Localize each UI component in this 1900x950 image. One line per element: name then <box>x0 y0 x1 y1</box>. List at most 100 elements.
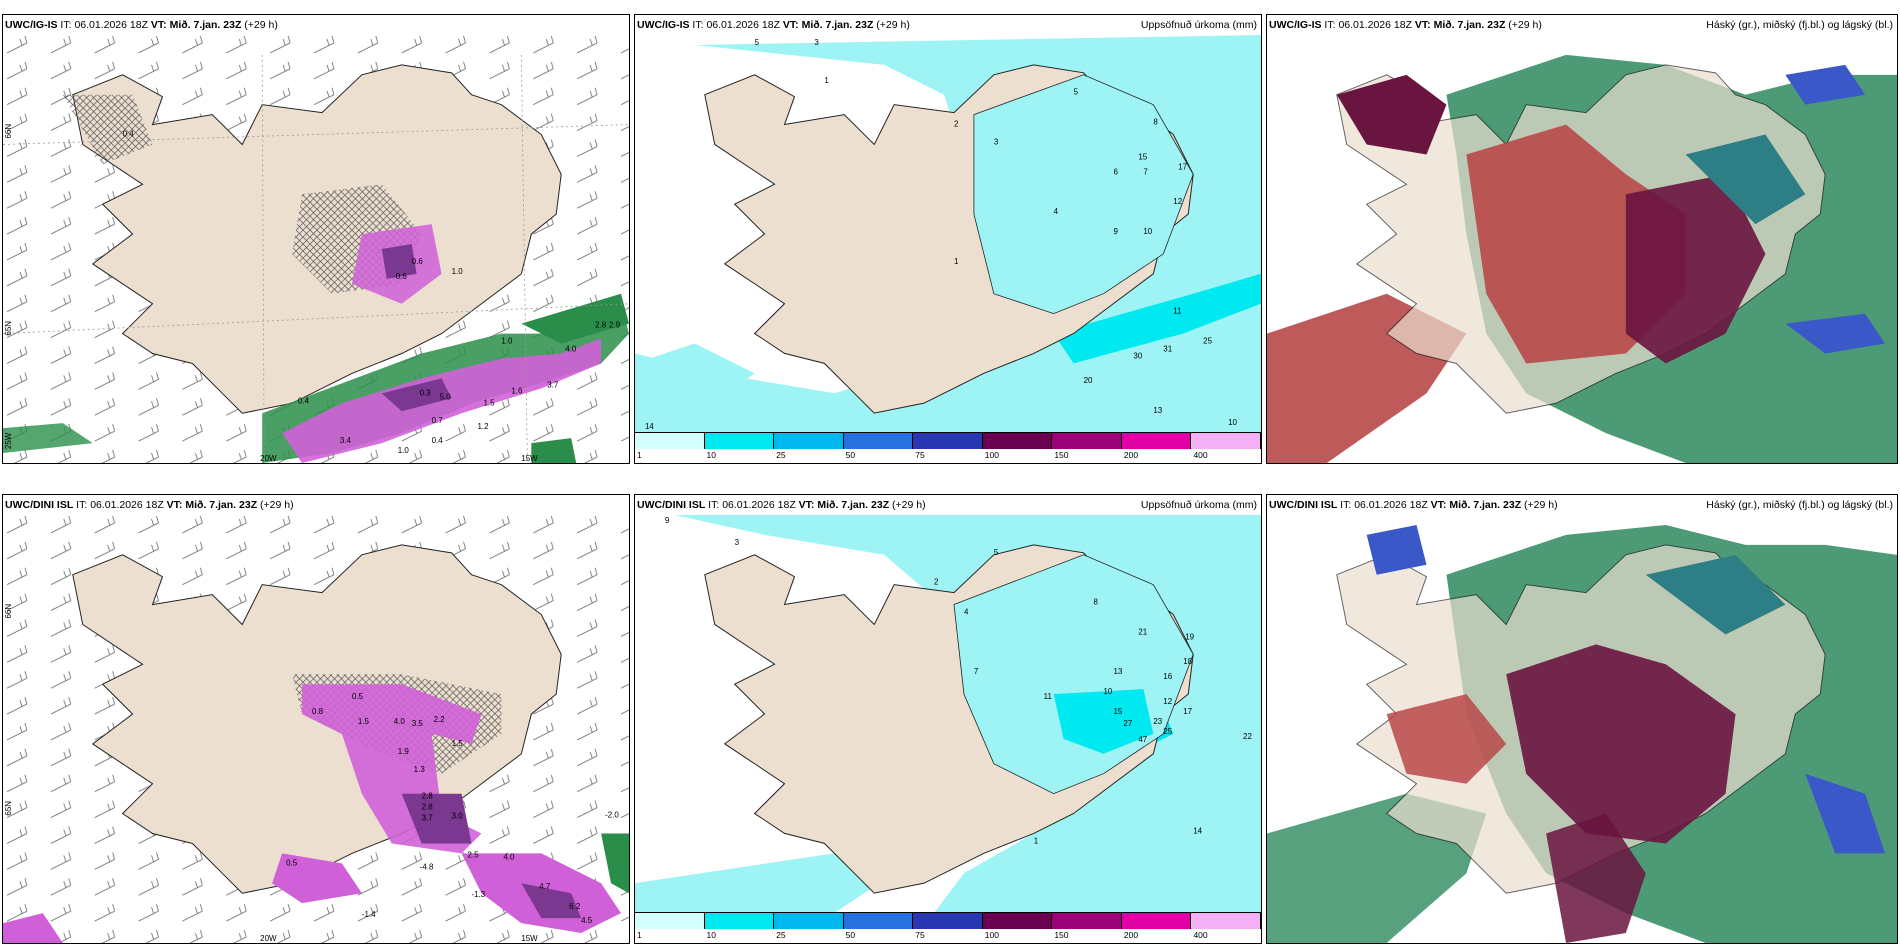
svg-text:0.6: 0.6 <box>396 272 408 281</box>
svg-text:4.0: 4.0 <box>565 345 577 354</box>
svg-text:1.0: 1.0 <box>501 337 513 346</box>
wind-map-svg: 0.4 0.6 1.0 0.6 1.0 2.8 2.9 4.0 3.7 1.5 … <box>3 35 629 463</box>
svg-text:15: 15 <box>1113 707 1122 716</box>
svg-text:66N: 66N <box>4 124 13 139</box>
colorbar-swatch <box>1052 433 1122 449</box>
svg-text:20W: 20W <box>260 934 277 943</box>
svg-text:-2.0: -2.0 <box>605 811 619 820</box>
colorbar-tick: 150 <box>1054 450 1069 460</box>
svg-text:2.5: 2.5 <box>468 850 480 859</box>
svg-text:2.9: 2.9 <box>609 321 621 330</box>
panel-dini-wind: UWC/DINI ISL IT: 06.01.2026 18Z VT: Mið.… <box>2 494 630 944</box>
svg-text:1: 1 <box>954 257 959 266</box>
svg-text:21: 21 <box>1138 627 1147 636</box>
svg-text:1.0: 1.0 <box>452 267 464 276</box>
svg-text:47: 47 <box>1138 735 1147 744</box>
cloud-title: Háský (gr.), miðský (fj.bl.) og lágský (… <box>1706 19 1893 31</box>
svg-text:1.6: 1.6 <box>511 386 523 395</box>
svg-text:10: 10 <box>1228 418 1237 427</box>
cloud-map <box>1267 515 1897 943</box>
colorbar-swatch <box>1121 913 1192 929</box>
wind-map-svg: 0.8 0.5 1.5 2.8 4.0 3.5 2.2 1.3 1.9 1.5 … <box>3 515 629 943</box>
svg-text:1: 1 <box>1034 836 1039 845</box>
svg-text:-1.3: -1.3 <box>472 890 486 899</box>
svg-text:8: 8 <box>1094 598 1099 607</box>
svg-text:4.0: 4.0 <box>503 852 515 861</box>
colorbar-tick: 50 <box>845 450 856 460</box>
svg-text:30: 30 <box>1133 351 1142 360</box>
colorbar-swatch <box>1191 913 1261 929</box>
svg-text:6: 6 <box>1113 167 1118 176</box>
precip-colorbar: 1 10 25 50 75 100 150 200 400 <box>635 912 1261 943</box>
svg-text:20: 20 <box>1084 376 1093 385</box>
colorbar-swatch <box>1191 433 1261 449</box>
svg-text:13: 13 <box>1113 667 1122 676</box>
svg-text:13: 13 <box>1153 406 1162 415</box>
colorbar-tick: 10 <box>706 450 717 460</box>
svg-text:25: 25 <box>1163 727 1172 736</box>
svg-text:1.2: 1.2 <box>477 422 489 431</box>
svg-text:2.8: 2.8 <box>595 321 607 330</box>
svg-text:-1.4: -1.4 <box>362 910 376 919</box>
colorbar-tick: 400 <box>1193 450 1208 460</box>
panel-header: UWC/IG-IS IT: 06.01.2026 18Z VT: Mið. 7.… <box>1267 15 1897 35</box>
precip-colorbar: 1 10 25 50 75 100 150 200 400 <box>635 432 1261 463</box>
colorbar-swatch <box>635 433 705 449</box>
svg-text:0.4: 0.4 <box>298 396 310 405</box>
colorbar-swatch <box>774 433 844 449</box>
svg-text:1.5: 1.5 <box>483 398 495 407</box>
colorbar-swatch <box>1052 913 1122 929</box>
svg-text:5: 5 <box>994 548 999 557</box>
svg-text:66N: 66N <box>4 604 13 619</box>
cloud-map <box>1267 35 1897 463</box>
colorbar-swatch <box>704 913 775 929</box>
colorbar-tick: 50 <box>845 930 856 940</box>
svg-text:65N: 65N <box>4 321 13 336</box>
precip-map-svg: 9 3 2 4 5 7 8 10 11 12 13 15 16 17 18 19… <box>635 515 1261 913</box>
panel-header: UWC/IG-IS IT: 06.01.2026 18Z VT: Mið. 7.… <box>635 15 1261 35</box>
panel-igis-wind: UWC/IG-IS IT: 06.01.2026 18Z VT: Mið. 7.… <box>2 14 630 464</box>
svg-text:1: 1 <box>824 76 829 85</box>
colorbar-tick: 25 <box>776 450 786 460</box>
colorbar-swatch <box>635 913 705 929</box>
panel-header: UWC/IG-IS IT: 06.01.2026 18Z VT: Mið. 7.… <box>3 15 629 35</box>
svg-text:31: 31 <box>1163 344 1172 353</box>
colorbar-tick: 1 <box>637 450 642 460</box>
precip-map: 5 3 1 2 3 4 5 6 7 8 9 10 12 15 17 14 20 … <box>635 35 1261 433</box>
svg-text:12: 12 <box>1173 197 1182 206</box>
svg-text:18: 18 <box>1183 657 1192 666</box>
colorbar-tick: 10 <box>706 930 717 940</box>
svg-text:6.2: 6.2 <box>569 902 581 911</box>
colorbar-swatch <box>913 433 983 449</box>
svg-text:3.4: 3.4 <box>340 436 352 445</box>
svg-text:9: 9 <box>665 516 670 525</box>
svg-text:-4.8: -4.8 <box>420 862 434 871</box>
colorbar-tick: 1 <box>637 930 642 940</box>
svg-text:0.7: 0.7 <box>432 416 444 425</box>
colorbar-swatch <box>913 913 983 929</box>
svg-text:10: 10 <box>1104 687 1113 696</box>
svg-text:23: 23 <box>1153 717 1162 726</box>
colorbar-tick: 400 <box>1193 930 1208 940</box>
svg-text:17: 17 <box>1183 707 1192 716</box>
panel-dini-precip: UWC/DINI ISL IT: 06.01.2026 18Z VT: Mið.… <box>634 494 1262 944</box>
svg-text:27: 27 <box>1123 719 1132 728</box>
svg-text:10: 10 <box>1143 227 1152 236</box>
svg-text:2.2: 2.2 <box>434 715 446 724</box>
svg-text:5: 5 <box>1074 88 1079 97</box>
svg-text:7: 7 <box>974 667 979 676</box>
panel-header: UWC/DINI ISL IT: 06.01.2026 18Z VT: Mið.… <box>3 495 629 515</box>
svg-text:25W: 25W <box>4 432 13 449</box>
svg-text:1.5: 1.5 <box>358 717 370 726</box>
panel-igis-precip: UWC/IG-IS IT: 06.01.2026 18Z VT: Mið. 7.… <box>634 14 1262 464</box>
svg-text:1.0: 1.0 <box>398 446 410 455</box>
colorbar-swatch <box>982 913 1053 929</box>
svg-text:25: 25 <box>1203 336 1212 345</box>
colorbar-swatch <box>843 913 914 929</box>
colorbar-tick: 150 <box>1054 930 1069 940</box>
run-time: 06.01.2026 18Z <box>74 19 148 31</box>
svg-text:5: 5 <box>755 38 760 47</box>
cloud-map-svg <box>1267 515 1897 943</box>
panel-igis-clouds: UWC/IG-IS IT: 06.01.2026 18Z VT: Mið. 7.… <box>1266 14 1898 464</box>
svg-text:0.8: 0.8 <box>312 707 324 716</box>
